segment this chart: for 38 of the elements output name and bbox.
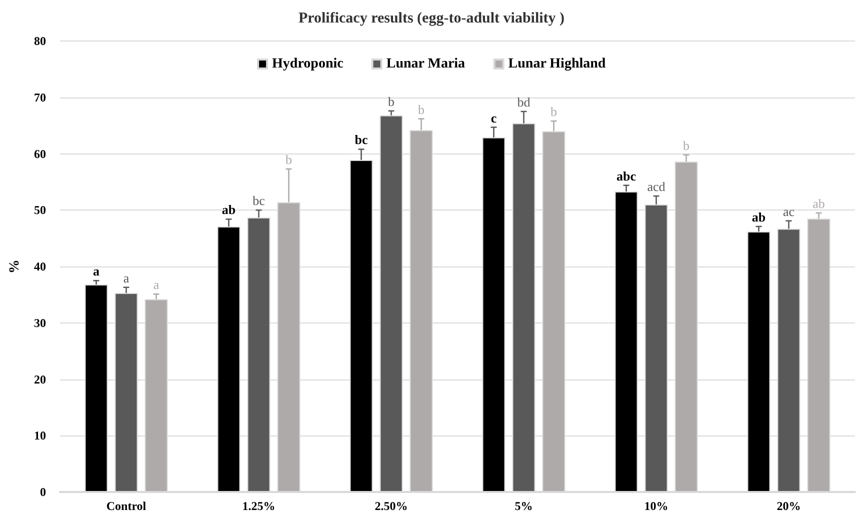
- y-tick-label: 10: [34, 428, 46, 443]
- y-tick-label: 20: [34, 372, 46, 386]
- y-tick-label: 80: [34, 34, 46, 48]
- y-tick-label: 30: [34, 316, 46, 330]
- x-tick-label: 10%: [644, 499, 668, 512]
- data-label: a: [123, 270, 130, 286]
- y-axis-title: %: [8, 260, 22, 274]
- x-tick-label: 2.50%: [374, 499, 408, 512]
- data-label: a: [153, 277, 160, 292]
- legend-label: Lunar Highland: [508, 56, 606, 72]
- chart-title: Prolificacy results (egg-to-adult viability ): [298, 10, 565, 26]
- data-label: abc: [616, 168, 636, 184]
- data-label: a: [93, 264, 100, 279]
- y-tick-label: 50: [34, 203, 46, 218]
- data-label: b: [550, 104, 557, 120]
- data-label: b: [418, 102, 424, 117]
- x-tick-label: 20%: [776, 499, 801, 512]
- data-label: b: [388, 94, 394, 109]
- data-label: ab: [752, 209, 766, 224]
- y-tick-label: 70: [34, 90, 46, 104]
- y-tick-label: 0: [40, 485, 46, 499]
- data-label: bc: [252, 193, 266, 208]
- data-label: ab: [812, 196, 825, 211]
- x-tick-label: Control: [106, 499, 147, 512]
- data-label: acd: [647, 179, 666, 194]
- legend-label: Lunar Maria: [386, 56, 466, 72]
- y-tick-label: 60: [34, 146, 46, 161]
- data-label: b: [286, 152, 292, 167]
- data-label: ac: [782, 204, 795, 219]
- data-label: b: [683, 138, 690, 153]
- data-label: c: [490, 110, 497, 126]
- data-label: bd: [517, 94, 531, 110]
- y-tick-label: 40: [34, 260, 46, 274]
- data-label: bc: [354, 132, 368, 148]
- legend-label: Hydroponic: [272, 56, 344, 72]
- data-label: ab: [222, 202, 236, 218]
- x-tick-label: 1.25%: [242, 499, 276, 512]
- x-tick-label: 5%: [514, 499, 533, 512]
